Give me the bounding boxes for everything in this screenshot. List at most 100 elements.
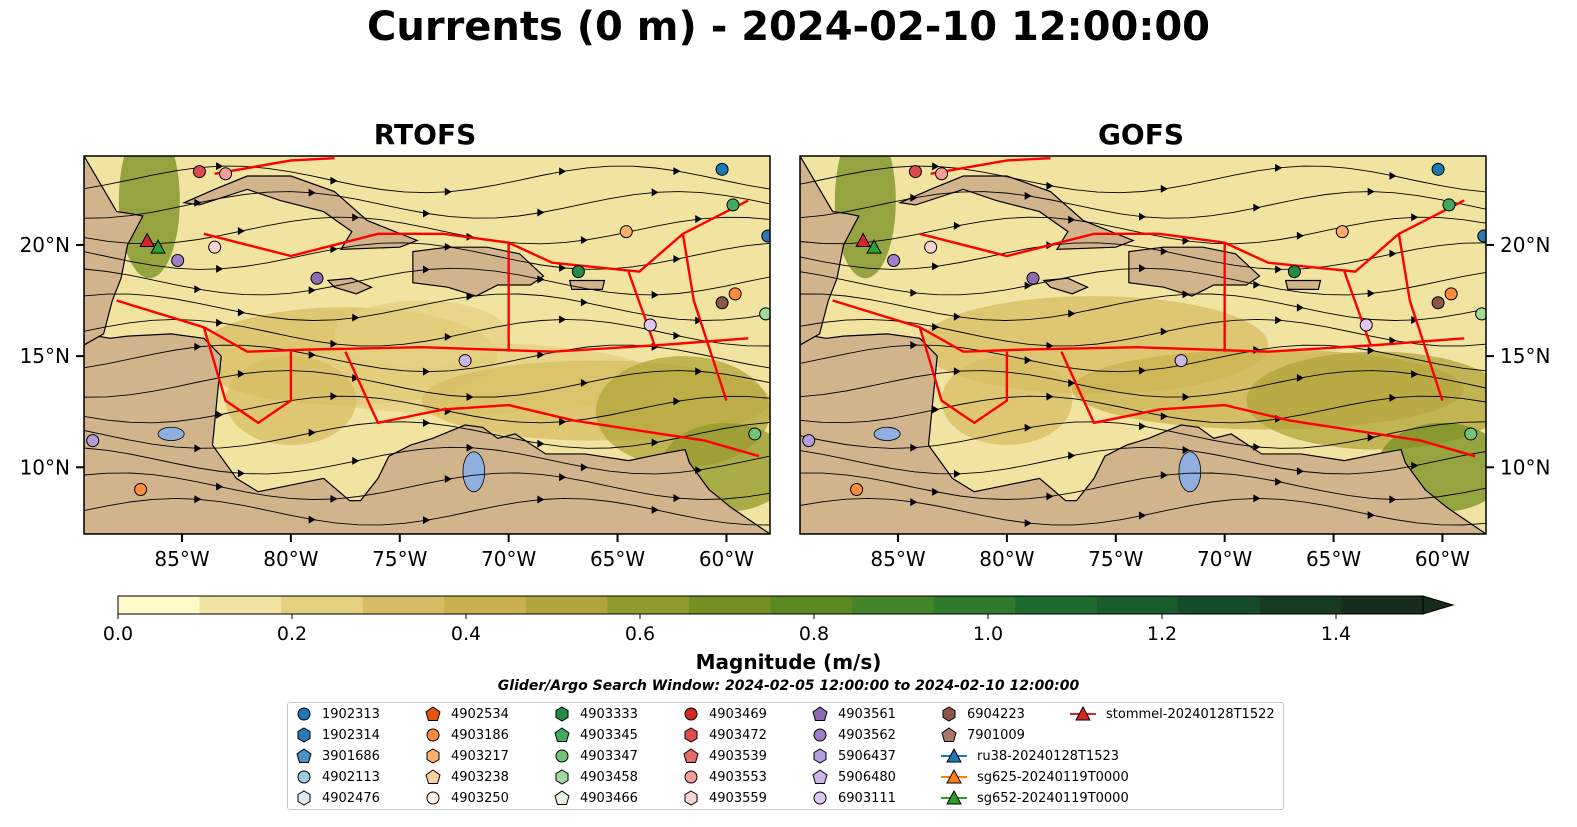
legend-item: 4903458 — [554, 767, 638, 787]
legend-item-label: 1902314 — [322, 727, 380, 743]
legend-item: 4903186 — [425, 725, 509, 745]
streamline — [84, 318, 770, 347]
map-frame — [83, 155, 771, 535]
streamline-arrow — [953, 367, 961, 376]
streamline-arrow — [444, 242, 452, 251]
streamline-arrow — [1046, 181, 1054, 190]
legend-marker-icon — [555, 706, 569, 722]
legend-item: sg652-20240119T0000 — [941, 788, 1129, 808]
streamline-arrow — [537, 275, 545, 284]
legend-item: 5906480 — [812, 767, 896, 787]
streamline-arrow — [537, 208, 545, 217]
map-frame — [799, 155, 1487, 535]
lake — [873, 426, 901, 442]
legend-marker-icon — [813, 728, 827, 742]
argo-float-marker — [1431, 296, 1445, 310]
legend-marker-icon — [425, 706, 441, 721]
lon-tick-label: 65°W — [1306, 547, 1361, 571]
argo-float-marker — [1464, 427, 1478, 441]
colorbar-frame — [117, 595, 1424, 615]
glider-marker — [139, 232, 155, 247]
lat-tick-label: 15°N — [1500, 344, 1550, 368]
streamline-arrow — [695, 367, 703, 376]
streamline-arrow — [1411, 213, 1419, 222]
streamline — [800, 318, 1486, 347]
argo-float-marker — [715, 296, 729, 310]
lake — [462, 451, 486, 493]
streamline — [800, 293, 1486, 321]
colorbar-bin — [281, 596, 364, 614]
legend-marker-icon — [942, 706, 956, 722]
land-mass — [1284, 279, 1322, 291]
streamline-arrow — [1389, 249, 1397, 258]
streamline-arrow — [673, 494, 681, 503]
eez-boundary — [116, 299, 749, 353]
streamline-arrow — [1182, 236, 1190, 245]
legend-marker-icon — [813, 748, 827, 764]
lat-tick-label: 15°N — [20, 344, 70, 368]
legend-item-label: 4903333 — [580, 706, 638, 722]
legend-marker-icon — [297, 727, 311, 743]
streamline-arrow — [559, 473, 567, 482]
lat-tick-label: 10°N — [20, 455, 70, 479]
streamline-arrow — [216, 162, 224, 171]
argo-float-marker — [86, 434, 100, 448]
streamline-arrow — [1139, 264, 1146, 273]
legend-marker-icon — [941, 727, 957, 742]
legend-item: 4903333 — [554, 704, 638, 724]
streamline-arrow — [932, 405, 940, 414]
current-speed-patch — [334, 300, 509, 368]
land-mass — [1042, 277, 1089, 295]
streamline-arrow — [651, 188, 659, 197]
streamline-arrow — [580, 236, 588, 245]
legend-item: 4903345 — [554, 725, 638, 745]
streamline-arrow — [352, 213, 360, 222]
streamline-arrow — [1275, 316, 1283, 325]
streamline-arrow — [216, 318, 224, 327]
legend-item-label: sg625-20240119T0000 — [977, 769, 1129, 785]
eez-boundary — [681, 233, 728, 401]
lon-tick-label: 85°W — [870, 547, 925, 571]
streamline-arrow — [330, 176, 338, 185]
streamline-arrow — [953, 469, 961, 478]
argo-float-marker — [715, 162, 729, 176]
streamline-arrow — [1024, 519, 1032, 528]
streamline — [84, 293, 770, 321]
streamline-arrow — [1389, 495, 1397, 504]
streamline-arrow — [1253, 280, 1261, 289]
land-mass — [1128, 246, 1261, 297]
eez-boundary — [214, 157, 335, 175]
lake — [157, 426, 185, 442]
argo-float-marker — [935, 167, 949, 181]
streamline-arrow — [308, 286, 316, 295]
legend-marker-icon — [426, 748, 440, 764]
colorbar-bin — [1341, 596, 1424, 614]
legend-item-label: 4903217 — [451, 748, 509, 764]
streamline-arrow — [330, 245, 338, 254]
legend-item-label: 4903250 — [451, 790, 509, 806]
legend-item: 1902314 — [296, 725, 380, 745]
streamline-arrow — [216, 264, 224, 273]
lat-tick-label: 10°N — [1500, 455, 1550, 479]
streamline-arrow — [466, 393, 474, 402]
streamline-arrow — [194, 342, 202, 351]
streamline — [84, 472, 770, 500]
streamline-arrow — [330, 494, 338, 503]
streamline-arrow — [444, 474, 452, 483]
legend: 1902313 1902314 3901686 4902113 4902476 49025… — [287, 702, 1284, 810]
streamline-arrow — [423, 419, 430, 428]
streamline-arrow — [1275, 477, 1283, 486]
streamline-arrow — [651, 438, 659, 447]
colorbar-bin — [688, 596, 771, 614]
legend-item-label: 4903553 — [709, 769, 767, 785]
legend-item-label: stommel-20240128T1522 — [1106, 706, 1275, 722]
streamline — [84, 242, 770, 270]
streamline-arrow — [1296, 467, 1304, 476]
streamline-arrow — [953, 221, 961, 230]
colorbar-label: Magnitude (m/s) — [695, 650, 882, 674]
streamline-arrow — [1139, 212, 1146, 221]
eez-boundary — [930, 157, 1051, 175]
streamline-arrow — [910, 193, 918, 202]
argo-float-marker — [310, 271, 324, 285]
